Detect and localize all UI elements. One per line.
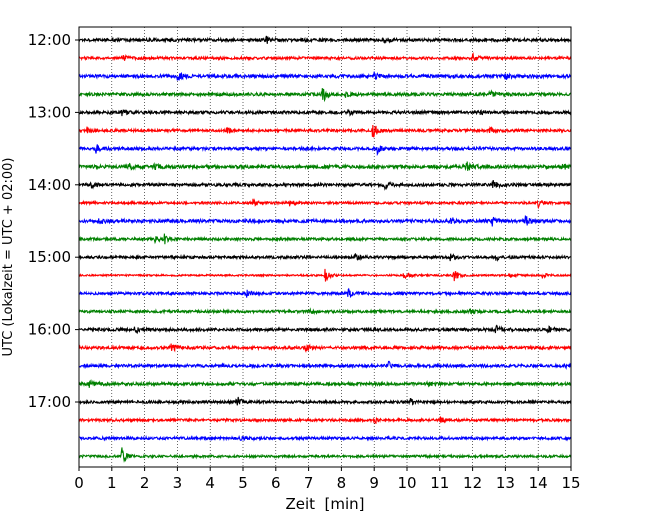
trace-layer (78, 35, 572, 463)
trace-1245 (78, 88, 572, 103)
x-tick-label: 12 (463, 474, 482, 492)
trace-1615 (78, 343, 572, 354)
trace-1345 (78, 161, 572, 171)
trace-1300 (78, 108, 572, 117)
y-tick-label: 12:00 (28, 31, 71, 49)
x-tick-label: 11 (430, 474, 449, 492)
trace-1315 (78, 125, 572, 138)
x-tick-label: 4 (205, 474, 215, 492)
trace-1645 (78, 379, 572, 388)
y-tick-label: 16:00 (28, 321, 71, 339)
x-tick-label: 3 (173, 474, 183, 492)
x-tick-label: 13 (496, 474, 515, 492)
x-tick-label: 0 (74, 474, 84, 492)
x-tick-label: 6 (271, 474, 281, 492)
y-tick-label: 13:00 (28, 103, 71, 121)
trace-1215 (78, 52, 572, 62)
y-tick-label: 14:00 (28, 176, 71, 194)
plot-frame (78, 26, 572, 468)
x-axis: 0 1 2 3 4 5 6 7 8 9 10 11 12 13 14 15 (74, 467, 581, 492)
x-tick-label: 15 (561, 474, 580, 492)
trace-1630 (78, 360, 572, 370)
y-axis-label: UTC (Lokalzeit = UTC + 02:00) (1, 158, 16, 357)
trace-1730 (78, 434, 572, 442)
x-tick-label: 2 (140, 474, 150, 492)
trace-1600 (78, 324, 572, 335)
trace-1330 (78, 144, 572, 157)
y-tick-label: 17:00 (28, 393, 71, 411)
trace-1515 (78, 268, 572, 282)
x-tick-label: 7 (304, 474, 314, 492)
trace-1415 (78, 198, 572, 210)
x-tick-label: 8 (337, 474, 347, 492)
x-tick-label: 5 (238, 474, 248, 492)
x-tick-label: 1 (107, 474, 117, 492)
trace-1445 (78, 233, 572, 245)
x-tick-label: 10 (397, 474, 416, 492)
trace-1200 (78, 35, 572, 44)
y-tick-label: 15:00 (28, 248, 71, 266)
trace-1745 (78, 447, 572, 463)
trace-1400 (78, 179, 572, 191)
trace-1530 (78, 287, 572, 299)
trace-1430 (78, 214, 572, 227)
x-axis-label: Zeit [min] (285, 495, 364, 513)
trace-1700 (78, 396, 572, 406)
x-tick-label: 14 (529, 474, 548, 492)
y-axis: 12:00 13:00 14:00 15:00 16:00 17:00 (28, 31, 79, 411)
trace-1500 (78, 253, 572, 262)
trace-1715 (78, 416, 572, 425)
trace-1545 (78, 307, 572, 316)
x-tick-label: 9 (369, 474, 379, 492)
trace-1230 (78, 71, 572, 81)
